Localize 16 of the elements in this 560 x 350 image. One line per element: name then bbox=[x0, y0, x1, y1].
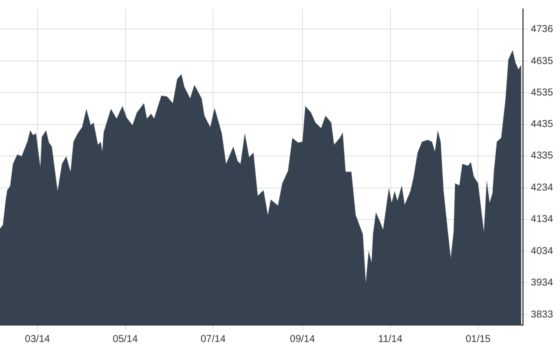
x-tick-label: 11/14 bbox=[378, 334, 403, 345]
y-tick-label: 4134 bbox=[530, 214, 554, 226]
y-tick-label: 4736 bbox=[530, 24, 554, 35]
x-tick-label: 09/14 bbox=[290, 334, 316, 345]
y-tick-label: 4034 bbox=[530, 246, 554, 257]
y-tick-label: 4535 bbox=[530, 87, 554, 98]
y-tick-label: 4335 bbox=[530, 150, 554, 162]
y-tick-label: 4435 bbox=[530, 119, 554, 130]
x-tick-label: 03/14 bbox=[24, 334, 50, 345]
x-tick-label: 05/14 bbox=[112, 334, 138, 345]
x-tick-label: 07/14 bbox=[200, 334, 226, 345]
x-tick-label: 01/15 bbox=[466, 334, 492, 345]
y-tick-label: 3934 bbox=[530, 277, 554, 288]
y-tick-label: 4234 bbox=[530, 182, 554, 194]
y-tick-label: 4635 bbox=[530, 56, 554, 67]
y-tick-label: 3833 bbox=[530, 309, 554, 320]
